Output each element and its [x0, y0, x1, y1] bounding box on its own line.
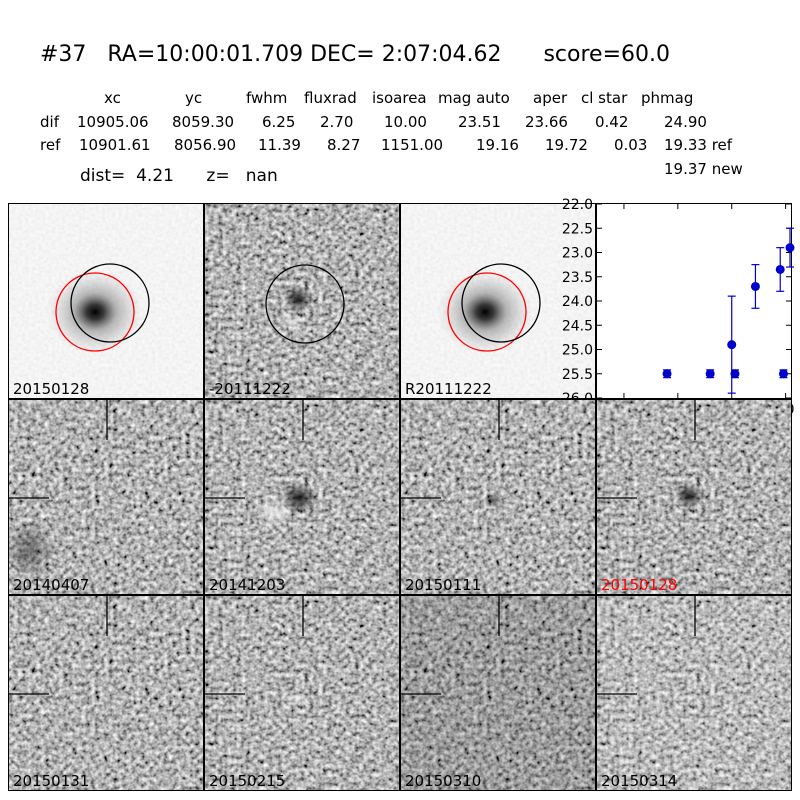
stamp-panel: 20150131 [8, 595, 204, 791]
dif-fwhm: 6.25 [262, 113, 296, 131]
dist-label: dist= [80, 166, 126, 186]
stamp-date-label: 20150310 [405, 772, 482, 790]
dif-aperture-circle [265, 264, 345, 344]
ref-xc: 10901.61 [79, 136, 151, 154]
data-point [775, 264, 785, 274]
galaxy-cutout [9, 204, 203, 398]
stamp-date-label: 20141203 [209, 576, 286, 594]
stamp-panel: 20140407 [8, 399, 204, 595]
stamp-panel: 20150314 [596, 595, 792, 791]
data-point [778, 369, 788, 379]
dif-aperture-circle [461, 263, 541, 343]
panel-date-label: -20111222 [209, 380, 291, 398]
dif-isoarea: 10.00 [384, 113, 427, 131]
y-tick-label: 24.5 [562, 318, 593, 334]
dif-xc: 10905.06 [77, 113, 149, 131]
stamp-date-label: 20150314 [601, 772, 678, 790]
ref-aperture-circle [447, 272, 527, 352]
stamp-date-label: 20150215 [209, 772, 286, 790]
ref-isoarea: 1151.00 [381, 136, 444, 154]
ref-cl-star: 0.03 [614, 136, 648, 154]
stamp-cutout [597, 596, 791, 790]
data-point [785, 243, 795, 253]
y-tick-label: 25.5 [562, 367, 593, 383]
y-tick-label: 22.5 [562, 221, 593, 237]
stamp-cutout [401, 400, 595, 594]
col-header-phmag: phmag [641, 89, 694, 107]
ref-fwhm: 11.39 [258, 136, 301, 154]
ref-mag-auto: 19.16 [476, 136, 519, 154]
col-header-cl-star: cl star [581, 89, 628, 107]
ref-aper: 19.72 [545, 136, 588, 154]
y-tick-label: 22.0 [562, 197, 593, 213]
y-tick-label: 24.0 [562, 294, 593, 310]
dif-yc: 8059.30 [172, 113, 235, 131]
reference-image-panel: R20111222 [400, 203, 596, 399]
z-label: z= [206, 166, 230, 186]
ref-phmag: 19.33 ref [664, 136, 733, 154]
stamp-cutout [401, 596, 595, 790]
stamp-panel: 20150310 [400, 595, 596, 791]
stamp-date-label: 20140407 [13, 576, 90, 594]
dif-fluxrad: 2.70 [320, 113, 354, 131]
panel-date-label: R20111222 [405, 380, 492, 398]
stamp-cutout [205, 400, 399, 594]
ref-aperture-circle [55, 272, 135, 352]
stamp-cutout [597, 400, 791, 594]
col-header-xc: xc [104, 89, 121, 107]
dif-phmag: 24.90 [664, 113, 707, 131]
difference-image-panel: -20111222 [204, 203, 400, 399]
dif-cl-star: 0.42 [595, 113, 629, 131]
col-header-mag-auto: mag auto [438, 89, 510, 107]
stamp-date-label: 20150128 [601, 576, 678, 594]
dif-mag-auto: 23.51 [458, 113, 501, 131]
stamp-panel: 20141203 [204, 399, 400, 595]
row-label-dif: dif [40, 113, 59, 131]
dist-value: 4.21 [136, 166, 174, 186]
stamp-cutout [205, 596, 399, 790]
dist-readout: dist= 4.21 z= nan [80, 166, 278, 186]
reference-cutout [401, 204, 595, 398]
dif-aper: 23.66 [525, 113, 568, 131]
ref-yc: 8056.90 [174, 136, 237, 154]
y-tick-label: 23.5 [562, 270, 593, 286]
z-value: nan [245, 166, 278, 186]
panel-date-label: 20150128 [13, 380, 90, 398]
data-point [705, 369, 715, 379]
col-header-fluxrad: fluxrad [304, 89, 357, 107]
y-tick-label: 25.0 [562, 343, 593, 359]
stamp-panel: 20150215 [204, 595, 400, 791]
col-header-aper: aper [533, 89, 568, 107]
page-title: #37 RA=10:00:01.709 DEC= 2:07:04.62 scor… [40, 42, 670, 67]
new-mag-readout: 19.37 new [664, 160, 743, 178]
col-header-isoarea: isoarea [372, 89, 427, 107]
difference-cutout [205, 204, 399, 398]
data-point [662, 369, 672, 379]
stamp-cutout [9, 400, 203, 594]
stamp-cutout [9, 596, 203, 790]
stamp-panel: 20150111 [400, 399, 596, 595]
science-image-panel: 20150128 [8, 203, 204, 399]
ref-fluxrad: 8.27 [327, 136, 361, 154]
data-point [727, 340, 737, 350]
col-header-yc: yc [185, 89, 203, 107]
stamp-date-label: 20150131 [13, 772, 90, 790]
dif-aperture-circle [70, 263, 150, 343]
stamp-date-label: 20150111 [405, 576, 482, 594]
data-point [750, 281, 760, 291]
row-label-ref: ref [40, 136, 61, 154]
stamp-panel-highlighted: 20150128 [596, 399, 792, 595]
y-tick-label: 23.0 [562, 246, 593, 262]
col-header-fwhm: fwhm [246, 89, 288, 107]
light-curve-plot: 22.022.523.023.524.024.525.025.526.0−100… [562, 197, 795, 418]
data-point [730, 369, 740, 379]
